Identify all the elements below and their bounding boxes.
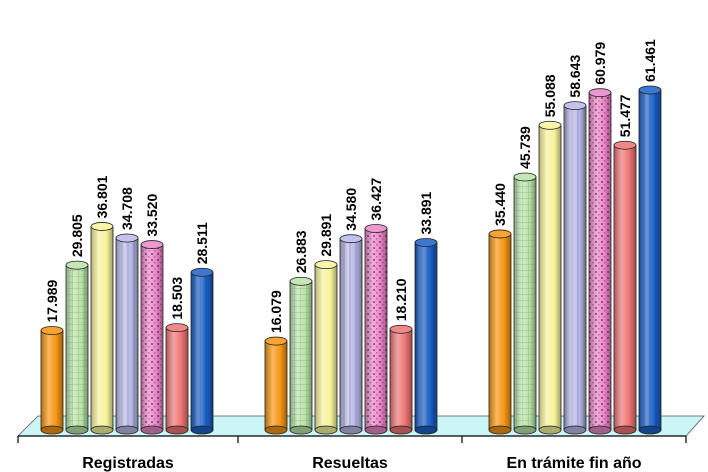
value-label: 51.477 bbox=[617, 94, 633, 137]
value-label: 55.088 bbox=[542, 74, 558, 117]
bar bbox=[588, 88, 612, 435]
value-label: 26.883 bbox=[293, 230, 309, 273]
value-label: 33.520 bbox=[144, 194, 160, 237]
bars-layer bbox=[40, 85, 662, 435]
value-label: 61.461 bbox=[642, 39, 658, 82]
bar bbox=[190, 267, 214, 435]
bar bbox=[488, 229, 512, 435]
value-label: 28.511 bbox=[194, 222, 210, 264]
bar bbox=[90, 222, 114, 435]
value-label: 36.801 bbox=[94, 175, 110, 218]
category-labels-layer: Registradas Resueltas En trámite fin año bbox=[82, 455, 642, 472]
bar bbox=[538, 120, 562, 435]
value-label: 36.427 bbox=[368, 177, 384, 220]
value-label: 18.210 bbox=[393, 278, 409, 321]
value-label: 17.989 bbox=[44, 279, 60, 322]
bar bbox=[389, 324, 413, 435]
bar bbox=[140, 240, 164, 435]
bar bbox=[40, 326, 64, 435]
value-label: 18.503 bbox=[169, 277, 185, 320]
bar bbox=[513, 172, 537, 435]
value-label: 29.805 bbox=[69, 214, 85, 257]
bar bbox=[638, 85, 662, 435]
bar bbox=[65, 260, 89, 435]
value-label: 45.739 bbox=[517, 126, 533, 169]
bar bbox=[339, 234, 363, 435]
x-axis-ticks bbox=[17, 436, 687, 443]
value-label: 16.079 bbox=[268, 290, 284, 333]
value-label: 35.440 bbox=[492, 183, 508, 226]
bar bbox=[364, 224, 388, 435]
bar bbox=[264, 336, 288, 435]
value-label: 58.643 bbox=[567, 55, 583, 98]
bar bbox=[314, 260, 338, 435]
value-label: 34.708 bbox=[119, 187, 135, 230]
bar bbox=[563, 101, 587, 435]
value-label: 29.891 bbox=[318, 214, 334, 257]
bar bbox=[289, 276, 313, 435]
category-label: En trámite fin año bbox=[506, 455, 641, 472]
value-label: 60.979 bbox=[592, 42, 608, 85]
category-label: Resueltas bbox=[312, 455, 388, 472]
value-label: 34.580 bbox=[343, 188, 359, 231]
bar bbox=[613, 140, 637, 435]
value-label: 33.891 bbox=[418, 191, 434, 234]
bar bbox=[115, 233, 139, 435]
value-labels-layer: 17.989 29.805 36.801 34.708 33.520 18.503 28.5… bbox=[44, 39, 658, 333]
category-label: Registradas bbox=[82, 455, 174, 472]
bar bbox=[165, 323, 189, 435]
bar bbox=[414, 238, 438, 435]
